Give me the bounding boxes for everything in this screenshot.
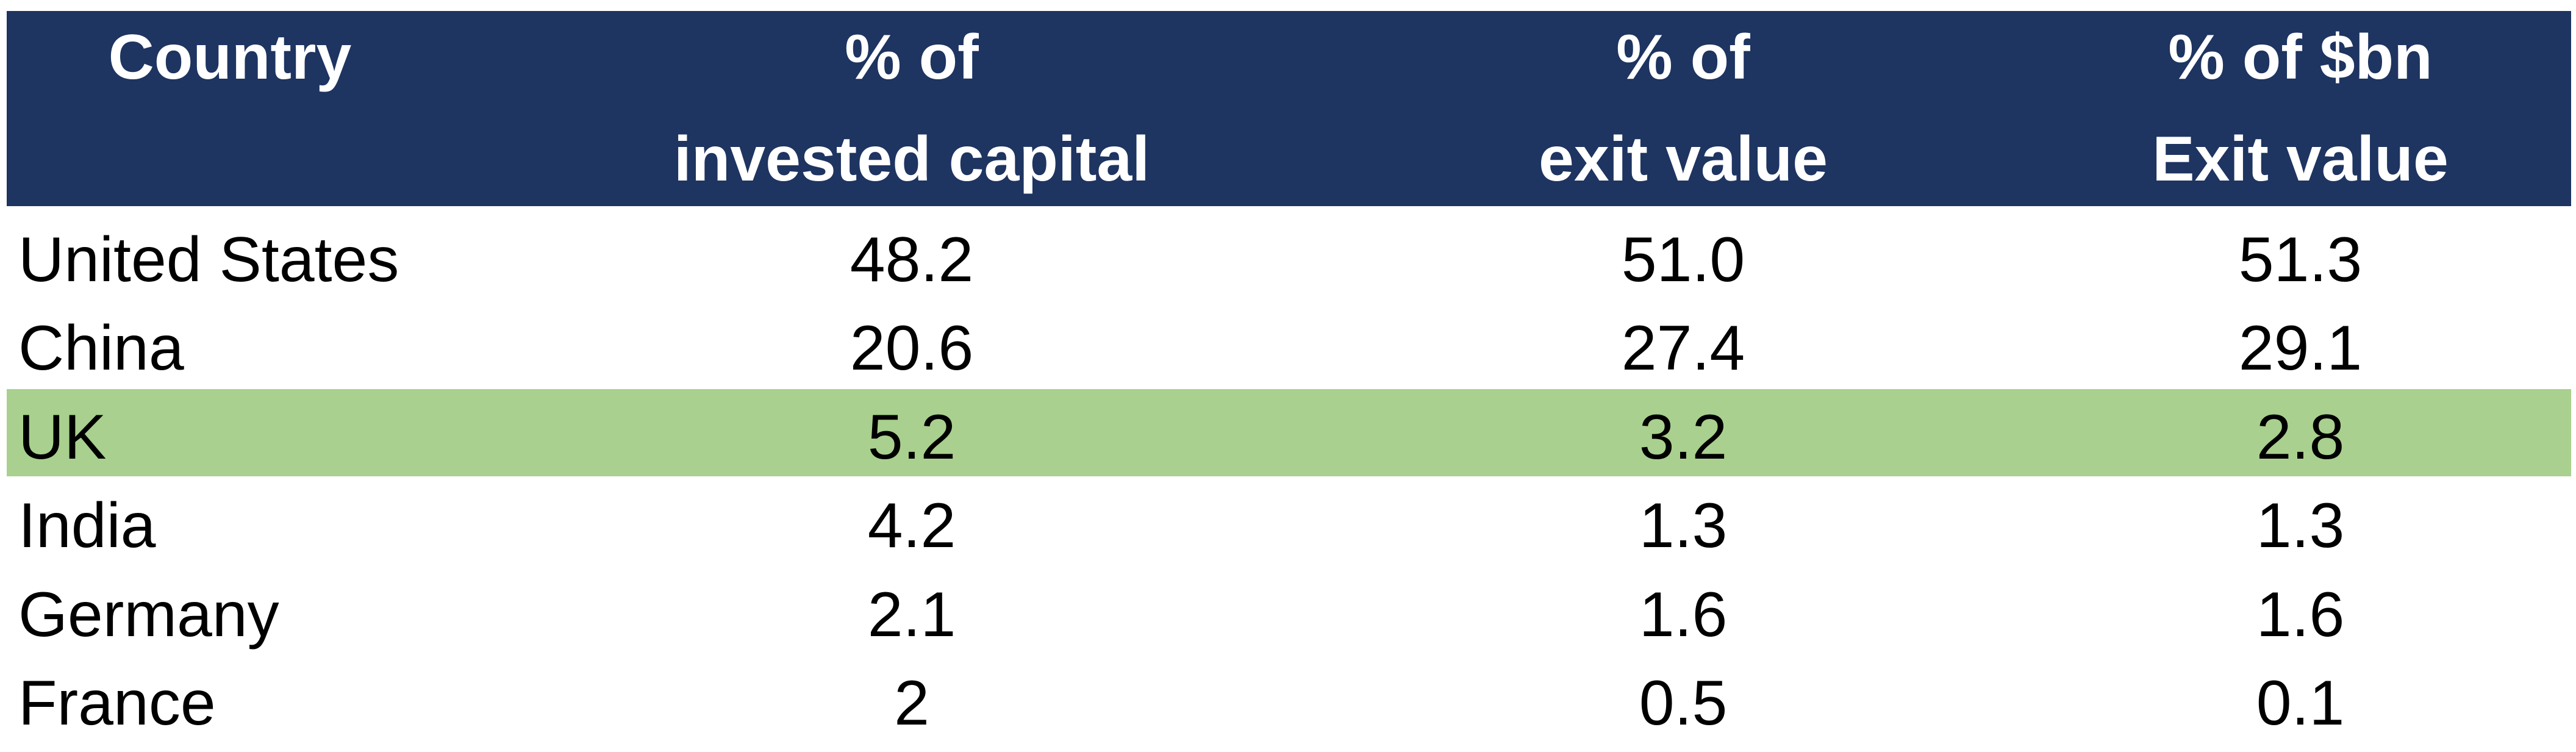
header-cell: invested capital	[673, 124, 1150, 195]
value-cell: 4.2	[867, 490, 956, 561]
country-cell: China	[18, 313, 184, 384]
value-cell: 51.3	[2238, 224, 2363, 295]
value-cell: 2.8	[2256, 402, 2345, 473]
header-band	[7, 11, 2571, 206]
value-cell: 3.2	[1639, 402, 1728, 473]
value-cell: 29.1	[2238, 313, 2363, 384]
value-cell: 1.3	[2256, 490, 2345, 561]
value-cell: 27.4	[1621, 313, 1745, 384]
country-cell: Germany	[18, 579, 279, 650]
header-cell: exit value	[1538, 124, 1828, 195]
country-cell: UK	[18, 402, 107, 473]
country-cell: France	[18, 668, 216, 739]
value-cell: 48.2	[850, 224, 974, 295]
value-cell: 1.6	[1639, 579, 1728, 650]
value-cell: 20.6	[850, 313, 974, 384]
highlight-band	[7, 389, 2571, 476]
value-cell: 2	[894, 668, 929, 739]
header-cell: % of	[845, 22, 979, 93]
value-cell: 0.1	[2256, 668, 2345, 739]
header-cell: Exit value	[2152, 124, 2449, 195]
header-cell: Country	[108, 22, 352, 93]
value-cell: 1.3	[1639, 490, 1728, 561]
value-cell: 1.6	[2256, 579, 2345, 650]
country-cell: United States	[18, 224, 399, 295]
value-cell: 0.5	[1639, 668, 1728, 739]
header-cell: % of	[1616, 22, 1750, 93]
value-cell: 51.0	[1621, 224, 1745, 295]
country-cell: India	[18, 490, 156, 561]
value-cell: 5.2	[867, 402, 956, 473]
header-cell: % of $bn	[2168, 22, 2433, 93]
value-cell: 2.1	[867, 579, 956, 650]
